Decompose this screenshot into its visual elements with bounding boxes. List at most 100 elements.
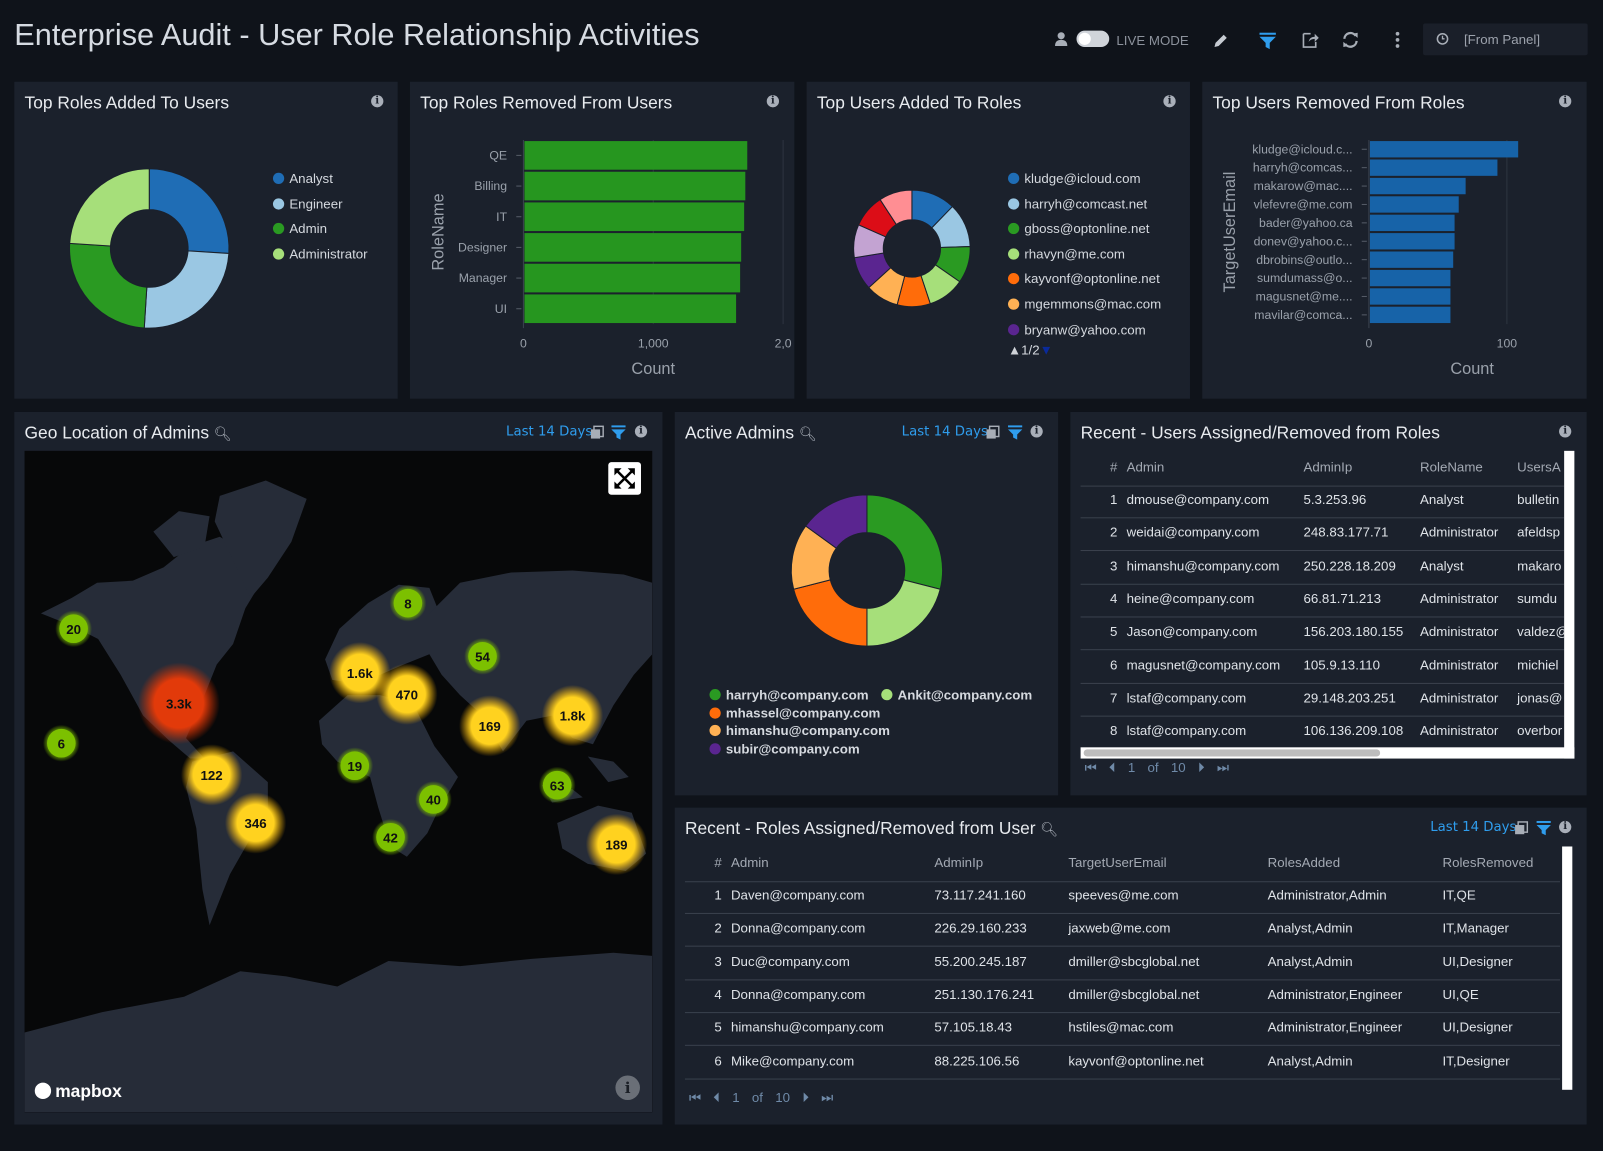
donut-slice[interactable] (69, 242, 148, 329)
legend-prev-icon[interactable]: ▲ (1008, 342, 1022, 358)
live-mode-toggle[interactable] (1076, 30, 1110, 48)
legend-item[interactable]: subir@company.com (709, 741, 860, 757)
legend-item[interactable]: harryh@company.com (709, 687, 869, 702)
map-cluster[interactable]: 40 (415, 781, 452, 818)
info-icon[interactable]: i (1030, 425, 1043, 438)
donut-slice[interactable] (143, 250, 230, 329)
donut-slice[interactable] (866, 494, 944, 590)
copy-icon[interactable] (986, 425, 1000, 439)
legend-item[interactable]: gboss@optonline.net (1008, 221, 1149, 236)
legend-item[interactable]: himanshu@company.com (709, 723, 890, 738)
column-header[interactable]: TargetUserEmail (1068, 854, 1167, 870)
map-cluster[interactable]: 42 (372, 818, 409, 856)
column-header[interactable]: RoleName (1420, 459, 1483, 475)
map-cluster[interactable]: 189 (585, 813, 648, 876)
bar[interactable] (1369, 288, 1451, 305)
vertical-scrollbar[interactable] (1564, 450, 1575, 759)
bar[interactable] (1369, 251, 1454, 268)
info-icon[interactable]: i (1559, 425, 1572, 438)
copy-icon[interactable] (1514, 821, 1529, 835)
horizontal-scrollbar[interactable] (1080, 747, 1575, 759)
bar[interactable] (1369, 141, 1519, 158)
bar[interactable] (524, 263, 741, 293)
search-icon[interactable]: 🔍︎ (1040, 820, 1059, 838)
map-cluster[interactable]: 1.6k (329, 642, 391, 704)
vertical-scrollbar[interactable] (1562, 846, 1573, 1090)
bar[interactable] (524, 141, 748, 170)
column-header[interactable]: RolesAdded (1267, 854, 1341, 870)
map-cluster[interactable]: 8 (389, 584, 427, 622)
map-cluster[interactable]: 3.3k (138, 662, 220, 745)
prev-page-icon[interactable]: ⏴ (713, 1089, 720, 1106)
first-page-icon[interactable]: ⏮ (689, 1089, 702, 1106)
time-range-link[interactable]: Last 14 Days (1430, 819, 1517, 836)
map-cluster[interactable]: 346 (224, 792, 287, 854)
next-page-icon[interactable]: ⏵ (1197, 759, 1205, 775)
last-page-icon[interactable]: ⏭ (821, 1089, 834, 1106)
column-header[interactable]: UsersA (1517, 459, 1561, 475)
column-header[interactable]: Admin (730, 854, 769, 870)
bar[interactable] (1369, 214, 1455, 232)
filter-icon[interactable] (611, 425, 626, 440)
page-number[interactable]: 1 (1127, 759, 1136, 775)
legend-next-icon[interactable]: ▼ (1039, 342, 1053, 358)
legend-item[interactable]: kayvonf@optonline.net (1008, 271, 1160, 287)
column-header[interactable]: AdminIp (934, 854, 984, 870)
scrollbar-thumb[interactable] (1083, 749, 1381, 757)
bar[interactable] (524, 202, 745, 232)
last-page-icon[interactable]: ⏭ (1216, 759, 1229, 775)
bar[interactable] (1369, 196, 1459, 213)
legend-item[interactable]: kludge@icloud.com (1008, 171, 1141, 186)
donut-slice[interactable] (793, 579, 868, 647)
search-icon[interactable]: 🔍︎ (213, 425, 233, 442)
legend-item[interactable]: bryanw@yahoo.com (1008, 322, 1146, 337)
time-range-selector[interactable]: [From Panel] (1423, 23, 1588, 56)
info-icon[interactable]: i (1559, 820, 1572, 834)
donut-slice[interactable] (69, 168, 150, 247)
filter-icon[interactable] (1536, 820, 1551, 836)
info-icon[interactable]: i (1163, 95, 1176, 108)
map-cluster[interactable]: 1.8k (541, 684, 604, 747)
column-header[interactable]: # (714, 854, 722, 870)
search-icon[interactable]: 🔍︎ (798, 425, 818, 442)
column-header[interactable]: RolesRemoved (1442, 854, 1534, 870)
first-page-icon[interactable]: ⏮ (1084, 759, 1097, 775)
mapbox-logo[interactable]: mapbox (34, 1082, 122, 1102)
filter-icon[interactable] (1008, 425, 1023, 440)
donut-slice[interactable] (879, 189, 913, 226)
column-header[interactable]: # (1110, 459, 1118, 475)
fullscreen-button[interactable] (608, 462, 641, 495)
share-icon[interactable] (1301, 31, 1319, 49)
map-info-button[interactable]: i (615, 1075, 640, 1101)
map-cluster[interactable]: 63 (538, 766, 576, 804)
bar[interactable] (524, 233, 742, 262)
column-header[interactable]: AdminIp (1303, 459, 1353, 475)
bar[interactable] (1369, 306, 1451, 324)
user-icon[interactable] (1054, 32, 1068, 47)
legend-item[interactable]: Admin (272, 221, 327, 236)
kebab-icon[interactable] (1393, 31, 1401, 49)
info-icon[interactable]: i (766, 95, 780, 108)
legend-item[interactable]: mgemmons@mac.com (1008, 296, 1161, 312)
info-icon[interactable]: i (634, 425, 648, 438)
time-range-link[interactable]: Last 14 Days (901, 424, 988, 440)
map-cluster[interactable]: 20 (55, 610, 93, 648)
pencil-icon[interactable] (1211, 32, 1229, 50)
legend-item[interactable]: Engineer (272, 196, 343, 211)
map[interactable]: 20 6 3.3k 122 346 8 1.6k 470 54 169 1.8k 19 40 42 63 18… (24, 450, 653, 1113)
map-cluster[interactable]: 122 (180, 744, 243, 806)
legend-item[interactable]: Analyst (272, 171, 333, 186)
page-number[interactable]: 1 (732, 1089, 740, 1106)
info-icon[interactable]: i (371, 95, 384, 108)
map-cluster[interactable]: 54 (464, 637, 501, 675)
copy-icon[interactable] (590, 425, 604, 439)
legend-item[interactable]: Administrator (272, 246, 368, 261)
filter-icon[interactable] (1258, 32, 1276, 50)
world-map[interactable]: 20 6 3.3k 122 346 8 1.6k 470 54 169 1.8k 19 40 42 63 18… (24, 451, 653, 1113)
map-cluster[interactable]: 6 (42, 724, 80, 762)
next-page-icon[interactable]: ⏵ (802, 1089, 809, 1106)
bar[interactable] (1369, 269, 1451, 287)
bar[interactable] (524, 171, 746, 201)
bar[interactable] (1369, 177, 1466, 195)
column-header[interactable]: Admin (1126, 459, 1165, 475)
